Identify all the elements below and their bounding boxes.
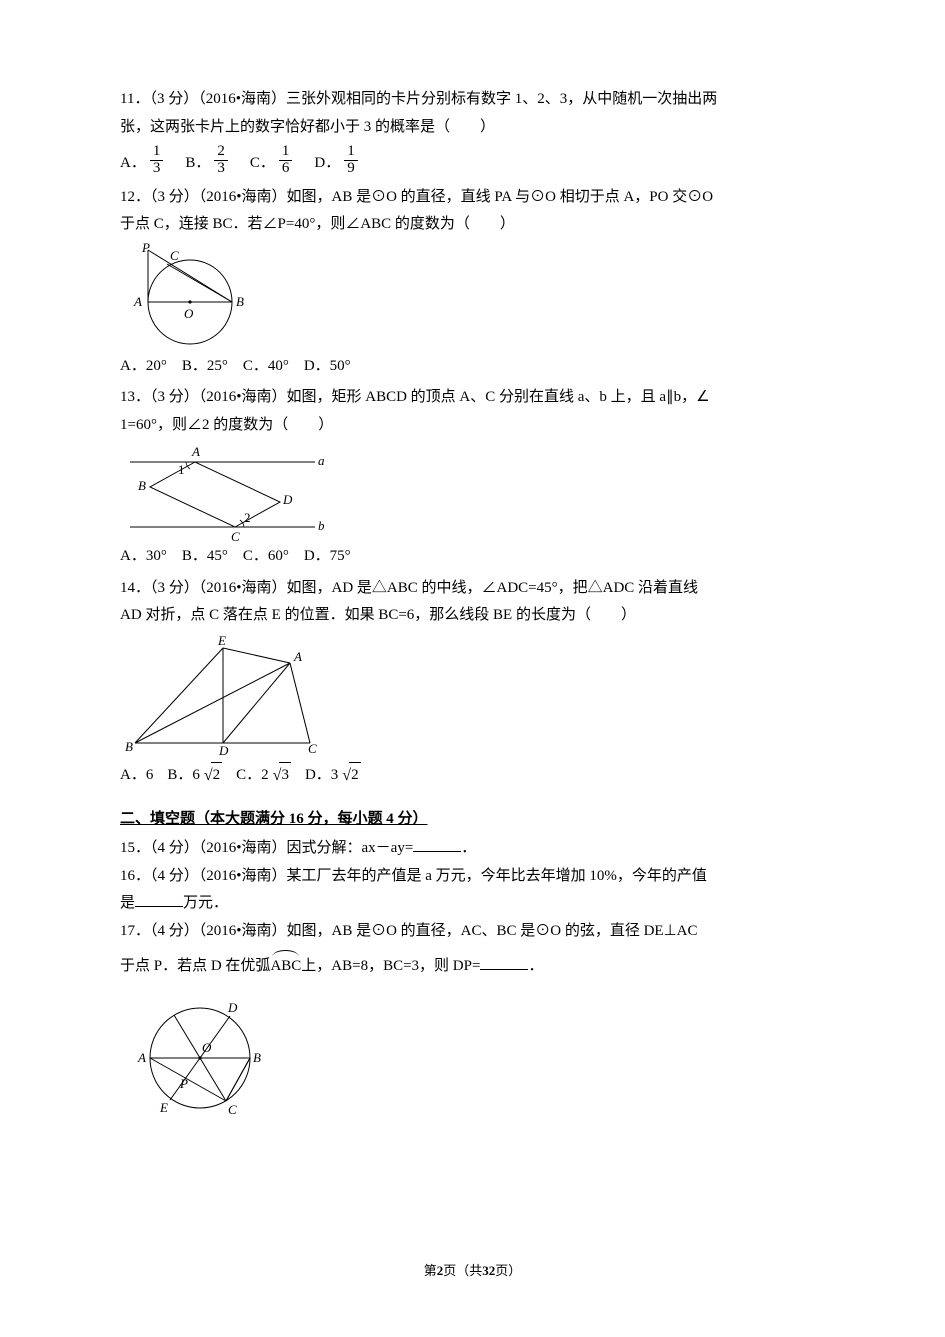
svg-text:B: B (125, 739, 133, 754)
question-16-line2: 是 万元． (120, 891, 825, 917)
q11-choice-b: B． 2 3 (185, 144, 228, 177)
q17-figure: A B C D E O P (120, 988, 825, 1133)
svg-text:O: O (202, 1040, 212, 1055)
svg-text:1: 1 (178, 462, 185, 477)
svg-text:D: D (218, 743, 229, 758)
page-footer: 第2页（共32页） (0, 1260, 945, 1282)
section-2-heading: 二、填空题（本大题满分 16 分，每小题 4 分） (120, 807, 825, 833)
svg-text:E: E (159, 1100, 168, 1115)
svg-text:B: B (253, 1050, 261, 1065)
question-17-line2: 于点 P．若点 D 在优弧ABC上，AB=8，BC=3，则 DP= ． (120, 952, 825, 980)
svg-text:A: A (293, 649, 302, 664)
svg-text:b: b (318, 518, 325, 533)
q11-choice-d: D． 1 9 (314, 144, 357, 177)
svg-text:C: C (308, 741, 317, 756)
q11-choices: A． 1 3 B． 2 3 C． 1 6 (120, 144, 825, 177)
q13-choices: A．30° B．45° C．60° D．75° (120, 544, 825, 570)
q14-choices: A．6 B．6 √2 C．2 √3 D．3 √2 (120, 762, 825, 789)
svg-text:A: A (133, 294, 142, 309)
q11-a-label: A． (120, 151, 146, 177)
footer-suffix: 页） (495, 1263, 521, 1278)
svg-text:B: B (236, 294, 244, 309)
svg-text:O: O (184, 306, 194, 321)
q11-c-label: C． (250, 151, 275, 177)
q14-choice-a: A．6 (120, 763, 153, 789)
svg-text:A: A (137, 1050, 146, 1065)
question-15: 15．（4 分）（2016•海南）因式分解：ax－ay= ． (120, 836, 825, 862)
q11-choice-a: A． 1 3 (120, 144, 163, 177)
footer-mid: 页（共 (443, 1263, 482, 1278)
arc-notation: ABC (270, 952, 301, 980)
question-13: 13．（3 分）（2016•海南）如图，矩形 ABCD 的顶点 A、C 分别在直… (120, 385, 825, 570)
question-12: 12．（3 分）（2016•海南）如图，AB 是⊙O 的直径，直线 PA 与⊙O… (120, 185, 825, 380)
svg-text:B: B (138, 478, 146, 493)
svg-text:D: D (227, 1000, 238, 1015)
q12-stem-line1: 12．（3 分）（2016•海南）如图，AB 是⊙O 的直径，直线 PA 与⊙O… (120, 185, 825, 211)
footer-total: 32 (482, 1263, 495, 1278)
q14-stem-line1: 14．（3 分）（2016•海南）如图，AD 是△ABC 的中线，∠ADC=45… (120, 576, 825, 602)
q14-choice-b: B．6 √2 (167, 762, 222, 789)
q14-choice-d: D．3 √2 (305, 762, 361, 789)
sqrt-icon: √2 (342, 762, 360, 789)
q12-choices: A．20° B．25° C．40° D．50° (120, 354, 825, 380)
triangle-fold-diagram: B D C A E (120, 633, 370, 758)
q11-choice-c: C． 1 6 (250, 144, 293, 177)
q17-l2a: 于点 P．若点 D 在优弧 (120, 958, 270, 974)
fraction-icon: 1 9 (344, 144, 358, 177)
fraction-icon: 1 3 (150, 144, 164, 177)
svg-text:E: E (217, 633, 226, 648)
q12-figure: P C A B O (120, 242, 825, 352)
q15-text: 15．（4 分）（2016•海南）因式分解：ax－ay= (120, 840, 413, 856)
question-16-line1: 16．（4 分）（2016•海南）某工厂去年的产值是 a 万元，今年比去年增加 … (120, 864, 825, 890)
svg-text:A: A (191, 444, 200, 459)
sqrt-icon: √3 (273, 762, 291, 789)
parallel-lines-rectangle-diagram: A B C D a b 1 2 (120, 442, 330, 542)
q13-figure: A B C D a b 1 2 (120, 442, 825, 542)
circle-chord-diagram: A B C D E O P (120, 988, 280, 1133)
blank-field (413, 836, 461, 852)
circle-tangent-diagram: P C A B O (120, 242, 270, 352)
q13-stem-line1: 13．（3 分）（2016•海南）如图，矩形 ABCD 的顶点 A、C 分别在直… (120, 385, 825, 411)
question-17-line1: 17．（4 分）（2016•海南）如图，AB 是⊙O 的直径，AC、BC 是⊙O… (120, 919, 825, 945)
svg-text:P: P (141, 242, 150, 255)
q14-stem-line2: AD 对折，点 C 落在点 E 的位置．如果 BC=6，那么线段 BE 的长度为… (120, 603, 825, 629)
fraction-icon: 1 6 (279, 144, 293, 177)
q16-prefix: 是 (120, 895, 135, 911)
svg-text:C: C (231, 529, 240, 542)
q12-stem-line2: 于点 C，连接 BC．若∠P=40°，则∠ABC 的度数为（ ） (120, 212, 825, 238)
q16-suffix: 万元． (183, 895, 228, 911)
footer-prefix: 第 (424, 1263, 437, 1278)
q11-b-label: B． (185, 151, 210, 177)
q11-d-label: D． (314, 151, 340, 177)
question-14: 14．（3 分）（2016•海南）如图，AD 是△ABC 的中线，∠ADC=45… (120, 576, 825, 789)
q14-choice-c: C．2 √3 (236, 762, 291, 789)
svg-text:C: C (228, 1102, 237, 1117)
blank-field (480, 954, 528, 970)
q17-l2b: 上，AB=8，BC=3，则 DP= (301, 958, 480, 974)
question-11: 11．（3 分）（2016•海南）三张外观相同的卡片分别标有数字 1、2、3，从… (120, 87, 825, 177)
sqrt-icon: √2 (204, 762, 222, 789)
svg-text:2: 2 (244, 510, 251, 525)
svg-text:a: a (318, 453, 325, 468)
q17-l2c: ． (528, 958, 543, 974)
fraction-icon: 2 3 (214, 144, 228, 177)
exam-page: 11．（3 分）（2016•海南）三张外观相同的卡片分别标有数字 1、2、3，从… (0, 0, 945, 1337)
q11-stem-line2: 张，这两张卡片上的数字恰好都小于 3 的概率是（ ） (120, 115, 825, 141)
q14-figure: B D C A E (120, 633, 825, 758)
q15-end: ． (461, 840, 476, 856)
blank-field (135, 891, 183, 907)
svg-text:C: C (170, 248, 179, 263)
q13-stem-line2: 1=60°，则∠2 的度数为（ ） (120, 413, 825, 439)
svg-text:D: D (282, 492, 293, 507)
q11-stem-line1: 11．（3 分）（2016•海南）三张外观相同的卡片分别标有数字 1、2、3，从… (120, 87, 825, 113)
svg-text:P: P (179, 1076, 188, 1091)
